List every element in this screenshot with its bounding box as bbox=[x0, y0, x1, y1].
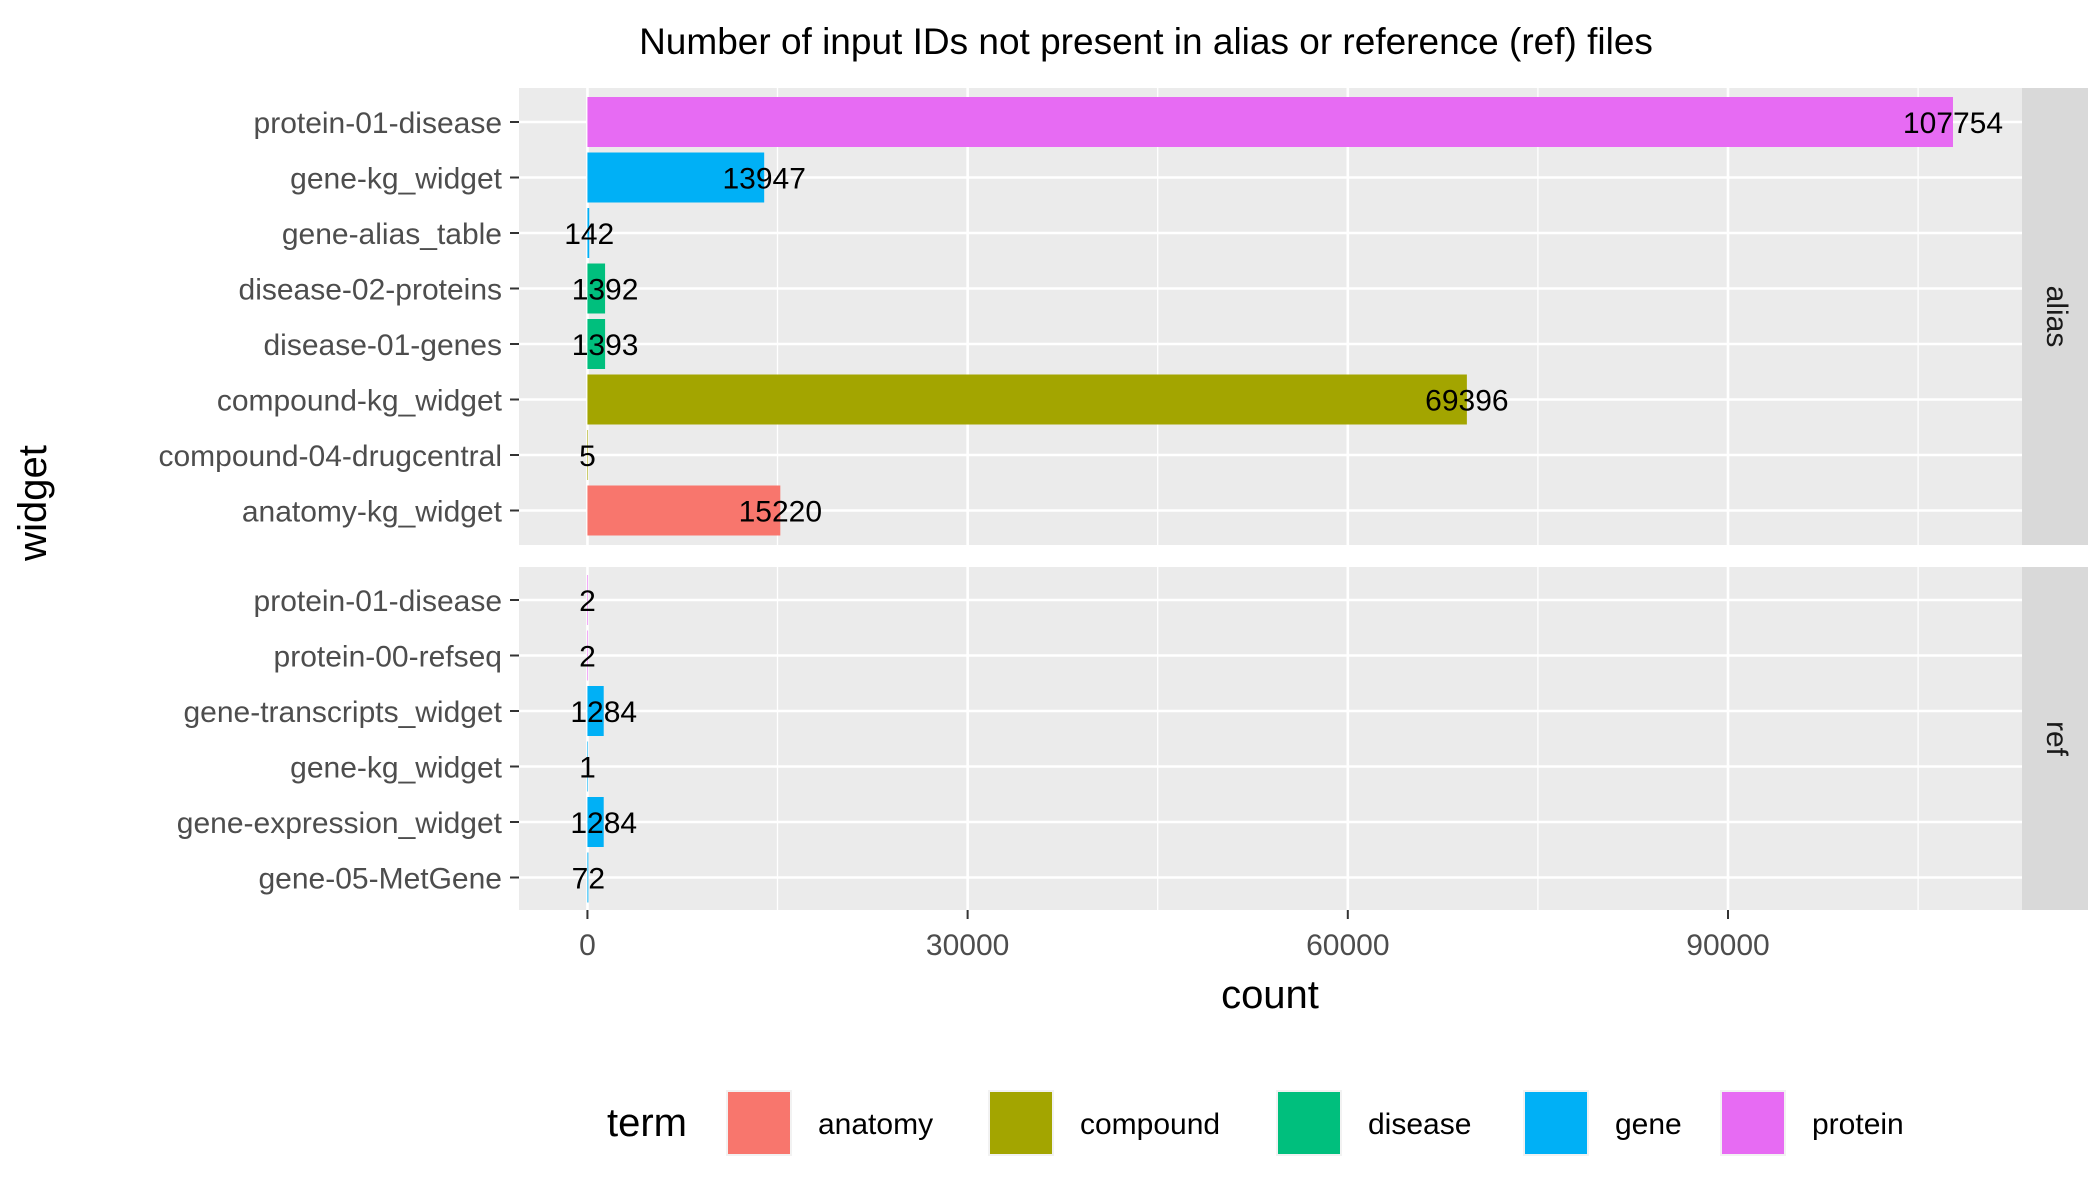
y-tick-label: compound-04-drugcentral bbox=[158, 440, 502, 473]
y-tick-label: protein-01-disease bbox=[254, 107, 502, 140]
data-label: 142 bbox=[564, 218, 614, 251]
data-label: 5 bbox=[579, 440, 596, 473]
bar-gene-transcripts_widget bbox=[587, 686, 604, 736]
panel-alias: 107754 protein-01-disease 13947 gene-kg_wid… bbox=[158, 88, 2088, 545]
y-tick-label: protein-00-refseq bbox=[274, 641, 502, 674]
x-tick-label: 0 bbox=[579, 929, 596, 962]
legend-label-protein: protein bbox=[1812, 1108, 1904, 1141]
x-axis: 0 30000 60000 90000 bbox=[579, 910, 1770, 962]
data-label: 2 bbox=[579, 585, 596, 618]
bar-gene-kg_widget bbox=[587, 152, 765, 203]
y-tick-label: gene-05-MetGene bbox=[259, 863, 503, 896]
facet-strip-label: alias bbox=[2040, 286, 2073, 348]
bar-protein-01-disease bbox=[587, 97, 1953, 147]
bar-gene-05-MetGene bbox=[587, 852, 589, 903]
facet-strip bbox=[2022, 88, 2088, 545]
panel-ref: 2 protein-01-disease 2 protein-00-refseq 128… bbox=[177, 567, 2088, 910]
data-label: 13947 bbox=[722, 163, 805, 196]
legend-key-gene bbox=[1525, 1092, 1587, 1154]
legend-label-anatomy: anatomy bbox=[818, 1108, 933, 1141]
bar-compound-kg_widget bbox=[587, 374, 1467, 425]
y-tick-label: gene-transcripts_widget bbox=[183, 696, 502, 729]
facet-strip bbox=[2022, 567, 2088, 910]
data-label: 72 bbox=[572, 863, 605, 896]
bar-gene-kg_widget bbox=[587, 741, 589, 792]
legend: term anatomy compound disease gene protein bbox=[607, 1090, 1904, 1156]
data-label: 1392 bbox=[572, 274, 639, 307]
y-tick-label: gene-kg_widget bbox=[290, 163, 502, 196]
x-axis-title: count bbox=[1221, 973, 1319, 1017]
chart-title: Number of input IDs not present in alias… bbox=[639, 21, 1653, 62]
data-label: 15220 bbox=[739, 496, 822, 529]
data-label: 2 bbox=[579, 641, 596, 674]
y-tick-label: gene-kg_widget bbox=[290, 752, 502, 785]
legend-label-gene: gene bbox=[1615, 1108, 1682, 1141]
chart-panels: 107754 protein-01-disease 13947 gene-kg_wid… bbox=[158, 88, 2088, 910]
bar-protein-00-refseq bbox=[587, 630, 589, 681]
data-label: 107754 bbox=[1903, 107, 2003, 140]
bar-compound-04-drugcentral bbox=[587, 430, 589, 480]
x-tick-label: 90000 bbox=[1686, 929, 1769, 962]
y-tick-label: disease-02-proteins bbox=[239, 274, 502, 307]
y-tick-label: anatomy-kg_widget bbox=[242, 496, 503, 529]
facet-strip-label: ref bbox=[2040, 721, 2073, 757]
bar-disease-01-genes bbox=[587, 319, 606, 369]
x-tick-label: 60000 bbox=[1306, 929, 1389, 962]
data-label: 1284 bbox=[570, 807, 637, 840]
x-tick-label: 30000 bbox=[926, 929, 1009, 962]
y-axis-title: widget bbox=[11, 445, 55, 562]
legend-label-compound: compound bbox=[1080, 1108, 1220, 1141]
y-tick-label: disease-01-genes bbox=[264, 329, 503, 362]
bar-gene-expression_widget bbox=[587, 797, 604, 847]
legend-key-compound bbox=[990, 1092, 1052, 1154]
y-tick-label: gene-alias_table bbox=[282, 218, 502, 251]
bar-gene-alias_table bbox=[587, 208, 590, 258]
panel-background bbox=[519, 88, 2022, 545]
legend-label-disease: disease bbox=[1368, 1108, 1471, 1141]
legend-title: term bbox=[607, 1101, 687, 1145]
data-label: 1 bbox=[579, 752, 596, 785]
bar-protein-01-disease bbox=[587, 575, 589, 625]
bar-anatomy-kg_widget bbox=[587, 485, 781, 536]
data-label: 1393 bbox=[572, 329, 639, 362]
y-tick-label: gene-expression_widget bbox=[177, 807, 503, 840]
legend-key-disease bbox=[1278, 1092, 1340, 1154]
legend-key-anatomy bbox=[728, 1092, 790, 1154]
bar-disease-02-proteins bbox=[587, 263, 606, 314]
data-label: 1284 bbox=[570, 696, 637, 729]
legend-key-protein bbox=[1722, 1092, 1784, 1154]
y-tick-label: protein-01-disease bbox=[254, 585, 502, 618]
y-tick-label: compound-kg_widget bbox=[217, 385, 503, 418]
panel-background bbox=[519, 567, 2022, 910]
data-label: 69396 bbox=[1425, 385, 1508, 418]
